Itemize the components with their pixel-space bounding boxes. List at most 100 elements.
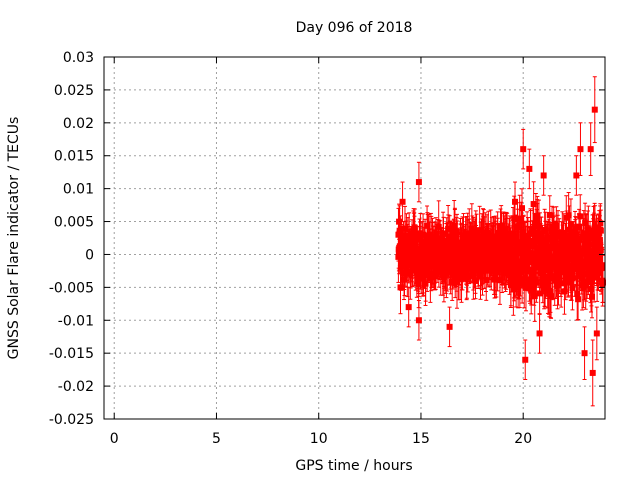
data-point <box>553 222 560 229</box>
data-point <box>510 230 517 237</box>
data-point <box>591 228 598 235</box>
y-tick-label: -0.005 <box>49 280 94 296</box>
data-point <box>569 275 576 282</box>
data-point <box>399 256 406 263</box>
data-point <box>446 323 453 330</box>
data-point <box>528 287 535 294</box>
x-tick-labels: 0 5 10 15 20 <box>110 431 532 447</box>
data-point <box>524 233 531 240</box>
data-point <box>581 350 588 357</box>
data-point <box>538 234 545 241</box>
data-point <box>585 226 592 233</box>
data-point <box>517 269 524 276</box>
data-point <box>472 277 479 284</box>
data-point <box>548 253 555 260</box>
y-tick-label: 0.03 <box>63 50 94 66</box>
data-point <box>592 249 599 256</box>
data-point <box>556 232 563 239</box>
data-point <box>520 266 527 273</box>
data-point <box>531 293 538 300</box>
data-point <box>492 275 499 282</box>
data-point <box>566 234 573 241</box>
data-point <box>446 248 453 255</box>
data-point <box>515 273 522 280</box>
data-point <box>436 241 443 248</box>
x-tick-label: 20 <box>514 431 532 447</box>
data-point <box>519 276 526 283</box>
data-point <box>492 233 499 240</box>
data-point <box>543 244 550 251</box>
data-point <box>545 234 552 241</box>
data-point <box>459 261 466 268</box>
data-point <box>420 231 427 238</box>
chart-title: Day 096 of 2018 <box>296 20 413 36</box>
data-point <box>528 284 535 291</box>
data-point <box>597 242 604 249</box>
data-point <box>428 270 435 277</box>
y-tick-label: 0.015 <box>54 149 94 165</box>
data-point <box>530 268 537 275</box>
data-point <box>536 238 543 245</box>
data-point <box>398 242 405 249</box>
data-point <box>458 241 465 248</box>
data-point <box>415 317 422 324</box>
data-point <box>595 269 602 276</box>
data-point <box>569 285 576 292</box>
data-point <box>583 237 590 244</box>
data-point <box>533 279 540 286</box>
data-point <box>591 254 598 261</box>
data-point <box>506 240 513 247</box>
data-point <box>568 271 575 278</box>
data-point <box>532 264 539 271</box>
data-point <box>494 263 501 270</box>
data-point <box>531 258 538 265</box>
y-tick-label: 0.02 <box>63 116 94 132</box>
data-point <box>504 264 511 271</box>
data-point <box>540 265 547 272</box>
data-point <box>578 250 585 257</box>
y-axis-label: GNSS Solar Flare indicator / TECUs <box>6 117 22 360</box>
data-point <box>471 234 478 241</box>
data-point <box>443 270 450 277</box>
data-point <box>403 240 410 247</box>
x-tick-label: 15 <box>412 431 430 447</box>
data-point <box>597 247 604 254</box>
data-markers <box>395 106 606 376</box>
data-point <box>585 245 592 252</box>
data-point <box>588 278 595 285</box>
x-tick-label: 5 <box>212 431 221 447</box>
data-point <box>577 213 584 220</box>
data-point <box>413 258 420 265</box>
data-point <box>440 274 447 281</box>
data-point <box>576 235 583 242</box>
data-point <box>537 254 544 261</box>
data-point <box>401 225 408 232</box>
data-point <box>468 243 475 250</box>
data-point <box>542 227 549 234</box>
data-point <box>405 304 412 311</box>
data-point <box>592 244 599 251</box>
data-point <box>567 221 574 228</box>
data-point <box>415 281 422 288</box>
y-tick-label: -0.02 <box>58 379 94 395</box>
data-point <box>584 278 591 285</box>
data-point <box>463 272 470 279</box>
data-point <box>562 238 569 245</box>
data-point <box>513 233 520 240</box>
y-tick-label: 0 <box>85 247 94 263</box>
data-point <box>458 274 465 281</box>
y-tick-label: -0.01 <box>58 313 94 329</box>
y-tick-labels: -0.025 -0.02 -0.015 -0.01 -0.005 0 0.005 0.01 0.… <box>49 50 94 428</box>
data-point <box>533 230 540 237</box>
data-point <box>550 228 557 235</box>
data-point <box>477 273 484 280</box>
y-tick-label: 0.025 <box>54 83 94 99</box>
data-point <box>534 213 541 220</box>
data-point <box>490 262 497 269</box>
data-point <box>566 226 573 233</box>
data-point <box>536 330 543 337</box>
data-point <box>416 246 423 253</box>
data-point <box>495 239 502 246</box>
data-point <box>556 261 563 268</box>
